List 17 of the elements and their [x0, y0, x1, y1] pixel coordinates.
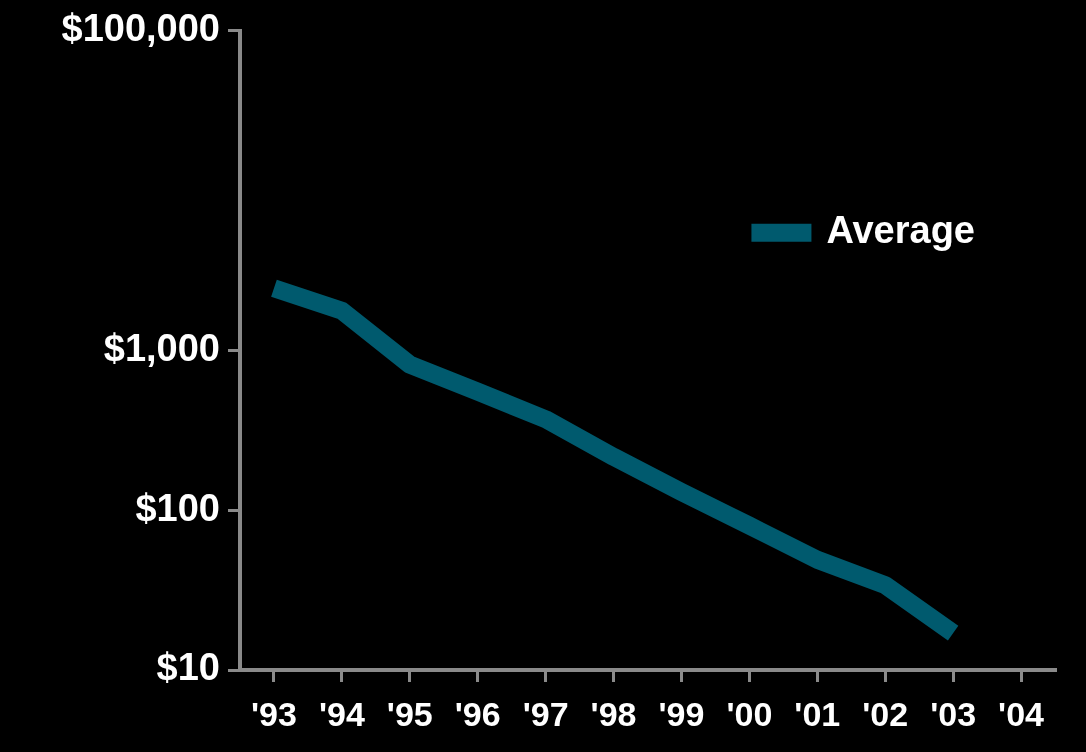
y-tick-label: $100	[135, 486, 220, 529]
y-tick-label: $1,000	[103, 326, 220, 369]
x-tick-label: '02	[862, 694, 909, 733]
x-tick-label: '94	[318, 694, 365, 733]
x-tick-label: '97	[522, 694, 569, 733]
legend-label: Average	[826, 209, 976, 252]
x-tick-label: '98	[590, 694, 637, 733]
x-tick-label: '01	[794, 694, 841, 733]
x-tick-label: '00	[726, 694, 773, 733]
x-tick-label: '93	[251, 694, 297, 733]
x-tick-label: '99	[658, 694, 705, 733]
y-tick-label: $10	[156, 646, 220, 689]
x-tick-label: '96	[454, 694, 501, 733]
x-tick-label: '03	[930, 694, 977, 733]
x-tick-label: '04	[998, 694, 1045, 733]
x-tick-label: '95	[386, 694, 433, 733]
y-tick-label: $100,000	[61, 7, 220, 50]
